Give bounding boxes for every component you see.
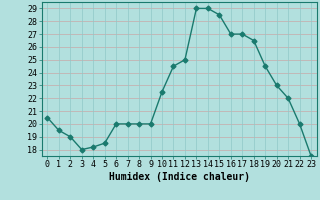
X-axis label: Humidex (Indice chaleur): Humidex (Indice chaleur) [109,172,250,182]
